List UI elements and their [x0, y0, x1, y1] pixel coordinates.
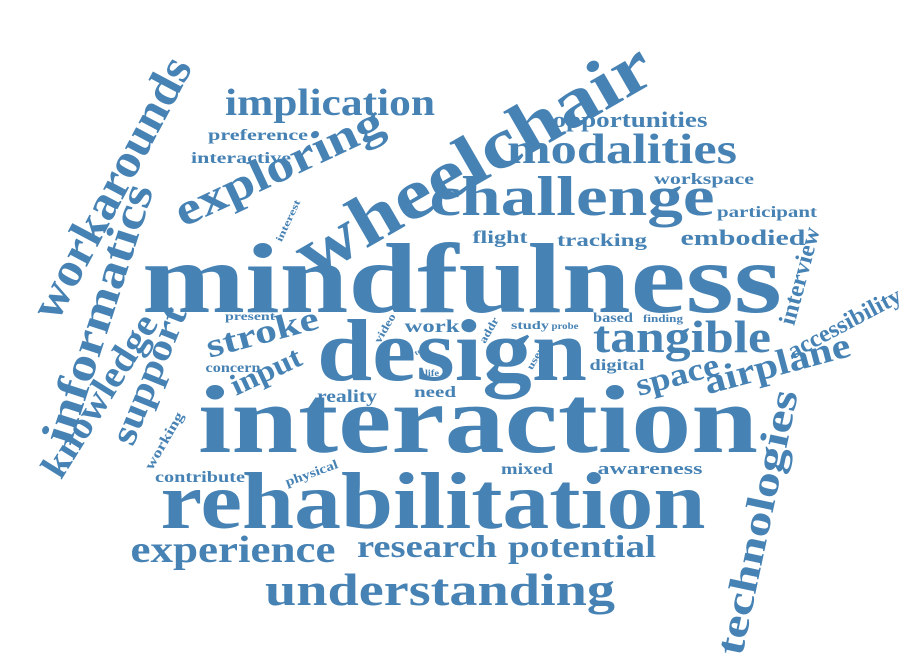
word-implication: implication	[225, 82, 435, 124]
word-mixed: mixed	[501, 461, 553, 478]
word-interaction: interaction	[198, 366, 758, 473]
word-flight: flight	[473, 227, 528, 247]
word-rehabilitation: rehabilitation	[161, 458, 706, 546]
word-probe: probe	[552, 321, 579, 331]
word-research: research	[357, 528, 497, 564]
word-concern: concern	[206, 361, 261, 376]
word-digital: digital	[590, 357, 646, 374]
word-awareness: awareness	[598, 459, 704, 478]
word-interactive: interactive	[191, 150, 291, 167]
word-challenge: challenge	[430, 166, 715, 228]
word-tracking: tracking	[557, 230, 647, 250]
word-experience: experience	[131, 529, 336, 571]
word-tangible: tangible	[593, 311, 771, 362]
word-embodied: embodied	[681, 225, 806, 250]
word-workspace: workspace	[654, 171, 754, 188]
word-present: present	[225, 309, 275, 323]
word-based: based	[593, 311, 633, 326]
word-opportunities: opportunities	[553, 107, 709, 132]
word-reality: reality	[317, 386, 377, 406]
word-mindfulness: mindfulness	[142, 223, 782, 334]
word-design: design	[317, 303, 587, 400]
word-contribute: contribute	[155, 469, 245, 486]
word-understanding: understanding	[265, 564, 615, 615]
word-need: need	[414, 384, 456, 401]
word-preference: preference	[208, 127, 308, 144]
word-modalities: modalities	[507, 127, 737, 173]
word-participant: participant	[717, 204, 818, 221]
word-life: life	[425, 368, 439, 378]
word-finding: finding	[643, 313, 684, 325]
word-work: work	[405, 316, 460, 336]
word-potential: potential	[508, 528, 656, 564]
word-study: study	[511, 318, 549, 332]
